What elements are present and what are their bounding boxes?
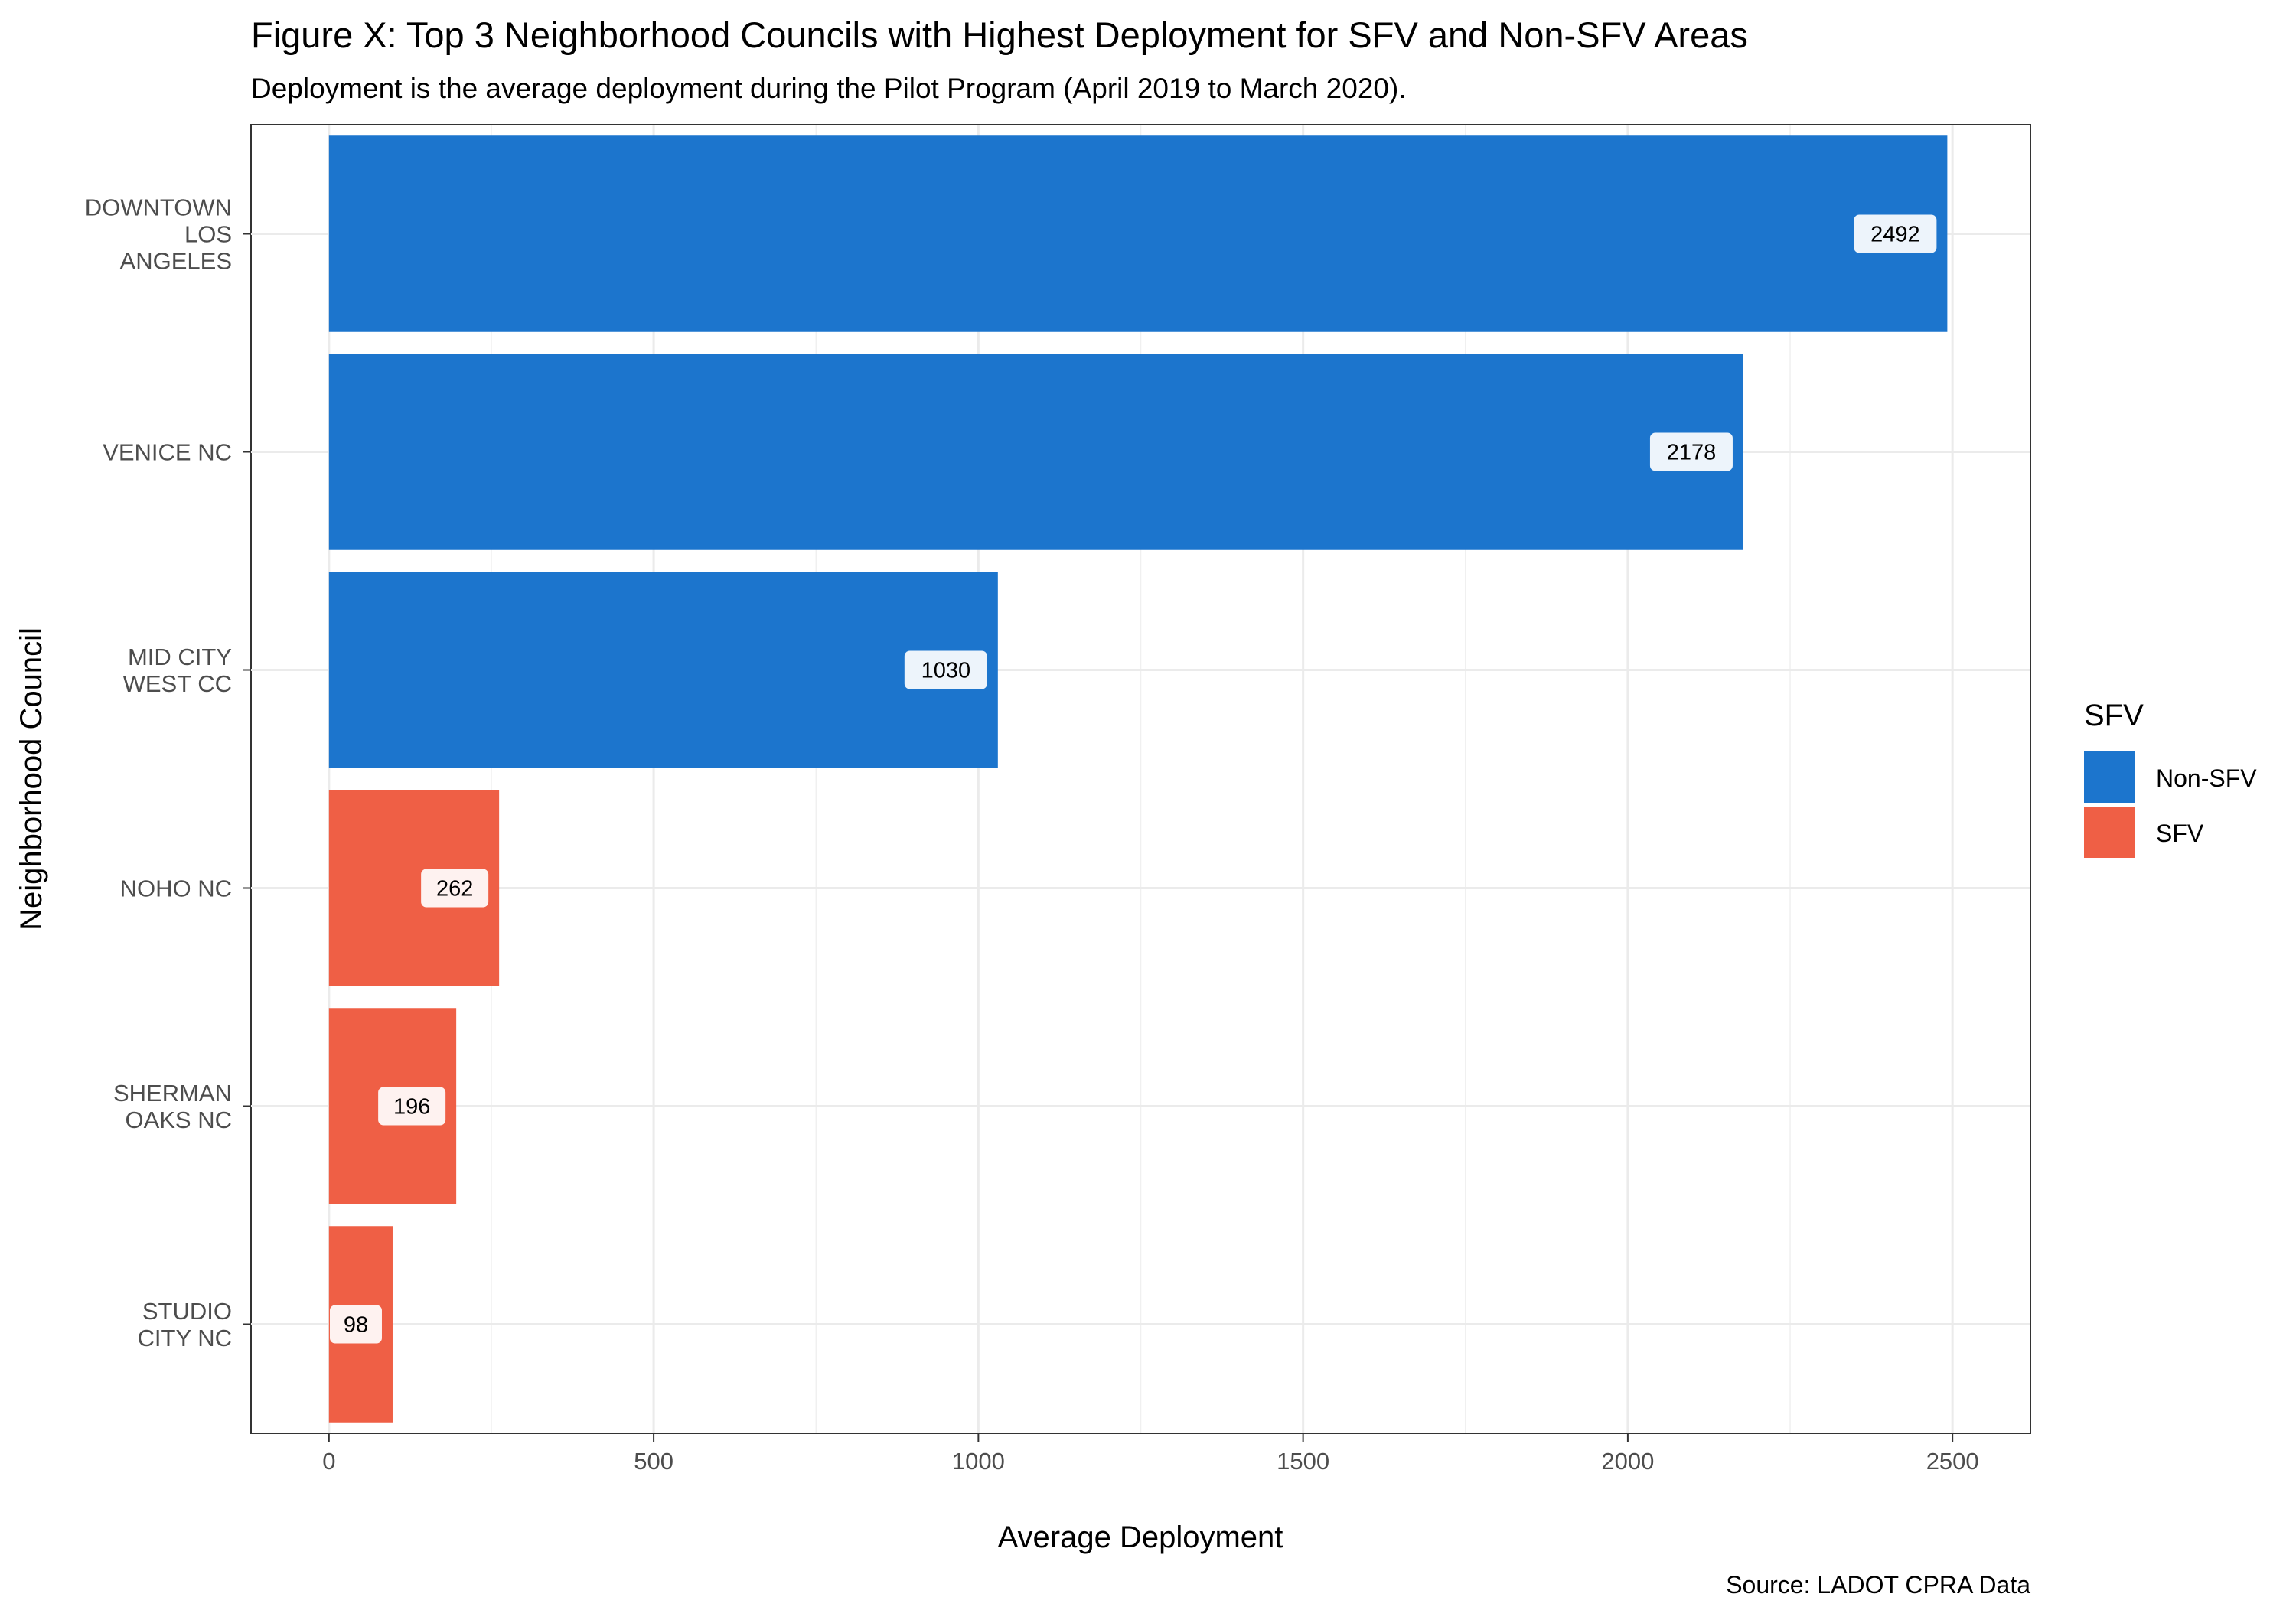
chart-subtitle: Deployment is the average deployment dur… bbox=[251, 73, 1407, 104]
y-tick-label: NOHO NC bbox=[120, 875, 232, 902]
x-tick-label: 0 bbox=[322, 1448, 335, 1475]
data-label: 196 bbox=[393, 1095, 430, 1120]
y-tick-label: VENICE NC bbox=[103, 439, 232, 466]
bar bbox=[328, 572, 998, 768]
chart-caption: Source: LADOT CPRA Data bbox=[1726, 1571, 2030, 1599]
legend-title: SFV bbox=[2084, 699, 2144, 732]
x-tick-label: 1500 bbox=[1277, 1448, 1329, 1475]
legend-label: Non-SFV bbox=[2156, 764, 2257, 792]
y-axis-title: Neighborhood Council bbox=[15, 627, 48, 931]
y-tick-label: MID CITY WEST CC bbox=[123, 644, 232, 697]
bar bbox=[328, 354, 1743, 550]
data-label-box bbox=[329, 1305, 382, 1344]
x-tick-label: 1000 bbox=[952, 1448, 1005, 1475]
data-label: 1030 bbox=[921, 659, 971, 683]
bar bbox=[328, 135, 1948, 332]
data-label-box bbox=[904, 650, 987, 689]
legend-swatch bbox=[2084, 751, 2135, 803]
legend: SFV Non-SFV SFV bbox=[2084, 699, 2257, 858]
data-label-box bbox=[1649, 432, 1733, 471]
y-tick-label: DOWNTOWN LOS ANGELES bbox=[85, 194, 232, 275]
x-tick-label: 2000 bbox=[1601, 1448, 1654, 1475]
data-label-box bbox=[378, 1087, 446, 1126]
data-label: 2492 bbox=[1870, 223, 1920, 247]
bars bbox=[328, 135, 1948, 1423]
data-label-box bbox=[1854, 214, 1937, 253]
data-label-box bbox=[421, 869, 489, 908]
legend-label: SFV bbox=[2156, 820, 2204, 847]
y-tick-label: SHERMAN OAKS NC bbox=[113, 1080, 232, 1133]
data-labels: 2492 2178 1030 262 196 98 bbox=[329, 214, 1937, 1344]
data-label: 98 bbox=[344, 1313, 368, 1338]
x-axis: 0 500 1000 1500 2000 2500 bbox=[322, 1433, 1979, 1475]
legend-swatch bbox=[2084, 807, 2135, 858]
data-label: 262 bbox=[436, 877, 473, 901]
y-tick-label: STUDIO CITY NC bbox=[138, 1298, 232, 1351]
y-axis: DOWNTOWN LOS ANGELES VENICE NC MID CITY WEST … bbox=[85, 194, 251, 1351]
x-axis-title: Average Deployment bbox=[998, 1521, 1283, 1554]
chart-title: Figure X: Top 3 Neighborhood Councils wi… bbox=[251, 15, 1748, 55]
data-label: 2178 bbox=[1667, 441, 1717, 465]
x-tick-label: 500 bbox=[634, 1448, 673, 1475]
x-tick-label: 2500 bbox=[1926, 1448, 1979, 1475]
